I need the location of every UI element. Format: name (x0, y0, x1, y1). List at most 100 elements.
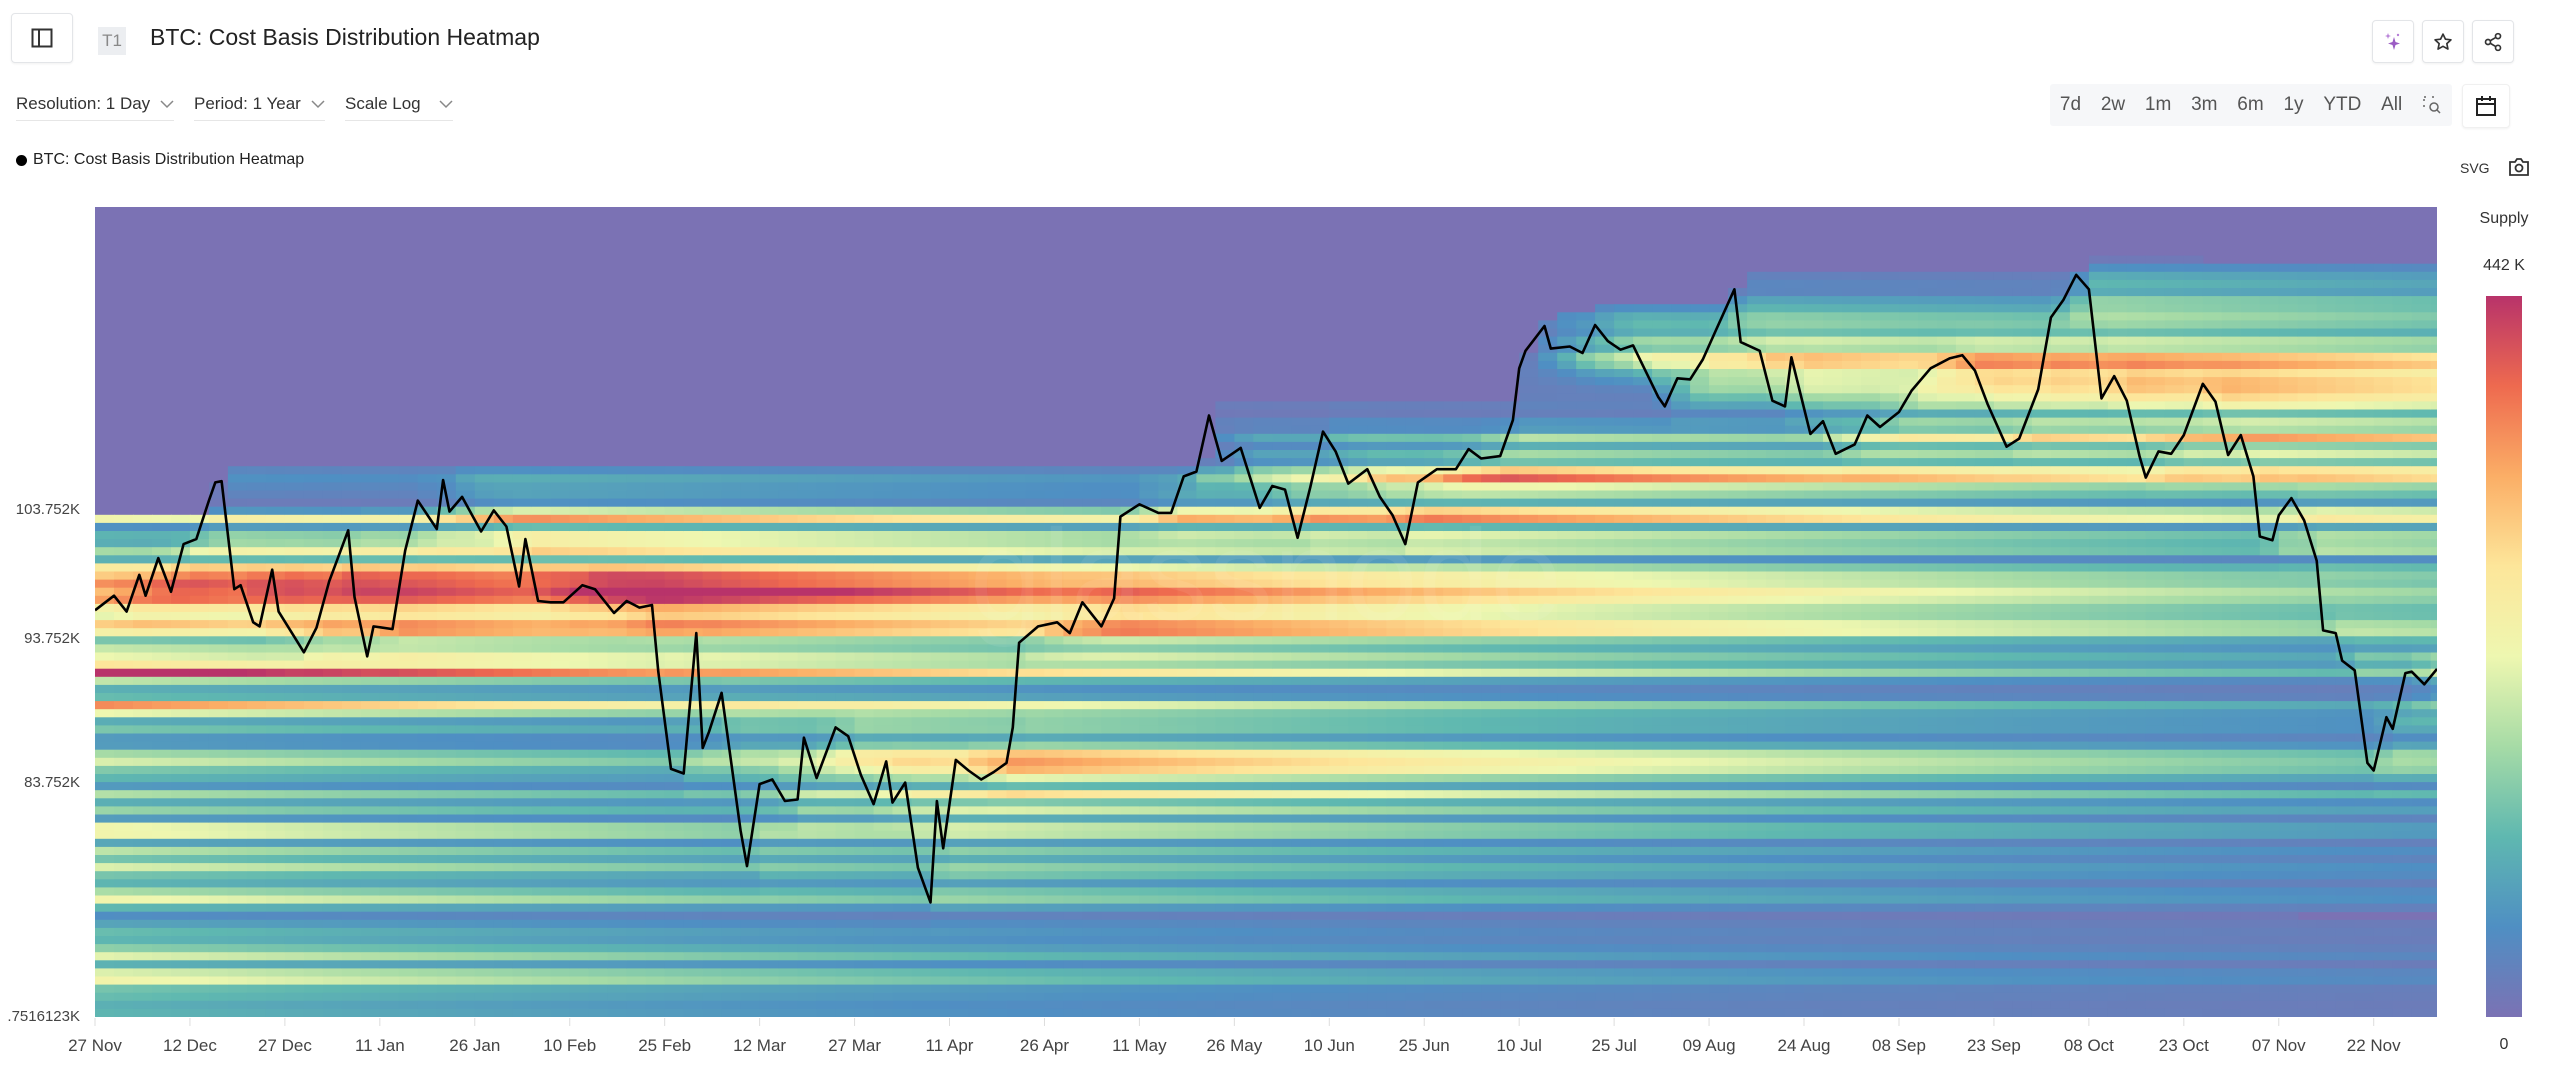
export-svg-button[interactable]: SVG (2460, 160, 2490, 176)
range-7d[interactable]: 7d (2059, 94, 2082, 115)
heatmap-cell (645, 765, 666, 775)
zoom-select-icon[interactable] (2422, 95, 2442, 115)
heatmap-cell (114, 514, 134, 524)
heatmap-cell (968, 514, 989, 524)
heatmap-cell (227, 603, 248, 613)
heatmap-cell (1291, 482, 1311, 491)
heatmap-cell (987, 587, 1008, 597)
heatmap-cell (1215, 749, 1235, 759)
favorite-button[interactable] (2422, 20, 2464, 63)
heatmap-cell (1329, 855, 1349, 864)
range-all[interactable]: All (2381, 94, 2403, 115)
heatmap-cell (835, 936, 856, 945)
heatmap-cell (1424, 774, 1444, 783)
heatmap-cell (1253, 871, 1273, 880)
heatmap-cell (1158, 887, 1178, 896)
heatmap-cell (303, 782, 324, 791)
heatmap-cell (1215, 903, 1235, 913)
heatmap-cell (398, 952, 419, 961)
heatmap-cell (664, 749, 685, 759)
ai-assist-button[interactable] (2372, 20, 2414, 63)
heatmap-cell (1101, 1008, 1121, 1017)
heatmap-cell (531, 1000, 552, 1010)
heatmap-cell (1006, 603, 1027, 613)
heatmap-cell (987, 482, 1008, 491)
heatmap-cell (303, 709, 324, 718)
heatmap-cell (1253, 571, 1273, 580)
heatmap-cell (588, 822, 609, 832)
camera-icon[interactable] (2508, 157, 2530, 177)
heatmap-cell (1120, 612, 1140, 621)
scale-select[interactable]: Scale Log (345, 94, 453, 121)
heatmap-cell (911, 919, 932, 929)
heatmap-cell (417, 717, 438, 726)
heatmap-cell (417, 765, 438, 775)
heatmap-cell (189, 701, 210, 710)
heatmap-cell (1386, 765, 1406, 775)
heatmap-cell (474, 960, 495, 969)
range-1y[interactable]: 1y (2283, 94, 2304, 115)
heatmap-cell (417, 871, 438, 880)
heatmap-cell (683, 919, 704, 929)
heatmap-cell (1025, 482, 1046, 491)
heatmap-cell (1367, 782, 1387, 791)
heatmap-cell (246, 952, 267, 961)
heatmap-cell (569, 725, 590, 734)
range-6m[interactable]: 6m (2237, 94, 2264, 115)
range-1m[interactable]: 1m (2144, 94, 2172, 115)
chart-legend[interactable]: BTC: Cost Basis Distribution Heatmap (16, 151, 304, 169)
period-select[interactable]: Period: 1 Year (194, 94, 325, 121)
heatmap-cell (531, 587, 552, 597)
heatmap-cell (588, 814, 609, 823)
heatmap-cell (303, 863, 324, 872)
heatmap-cell (114, 903, 134, 913)
heatmap-cell (265, 774, 286, 783)
heatmap-cell (246, 846, 267, 856)
heatmap-cell (1025, 498, 1046, 508)
share-button[interactable] (2472, 20, 2514, 63)
sidebar-toggle-button[interactable] (11, 13, 73, 63)
heatmap-cell (873, 879, 894, 888)
heatmap-cell (1120, 514, 1140, 524)
range-2w[interactable]: 2w (2100, 94, 2126, 115)
heatmap-cell (1253, 401, 1273, 410)
heatmap-cell (227, 555, 248, 564)
heatmap-cell (189, 887, 210, 896)
heatmap-cell (531, 684, 552, 694)
heatmap-cell (930, 984, 951, 994)
heatmap-cell (1158, 765, 1178, 775)
heatmap-cell (949, 709, 970, 718)
resolution-select[interactable]: Resolution: 1 Day (16, 94, 175, 121)
heatmap-cell (816, 514, 837, 524)
heatmap-cell (854, 944, 875, 953)
heatmap-cell (1177, 595, 1197, 605)
heatmap-cell (1025, 814, 1046, 823)
heatmap-cell (797, 644, 818, 653)
heatmap-cell (645, 660, 666, 670)
heatmap-cell (1386, 425, 1406, 435)
heatmap-cell (171, 652, 191, 661)
heatmap-cell (1405, 555, 1425, 564)
heatmap-cell (379, 903, 400, 913)
range-ytd[interactable]: YTD (2323, 94, 2362, 115)
range-3m[interactable]: 3m (2191, 94, 2218, 115)
heatmap-cell (816, 1008, 837, 1017)
heatmap-cell (930, 725, 951, 734)
heatmap-cell (930, 531, 951, 540)
heatmap-cell (1405, 425, 1425, 435)
date-picker-button[interactable] (2462, 84, 2510, 128)
heatmap-cell (1310, 644, 1330, 653)
heatmap-cell (284, 838, 305, 848)
heatmap-cell (379, 579, 400, 589)
heatmap-cell (892, 628, 913, 637)
heatmap-cell (246, 644, 267, 653)
heatmap-cell (417, 911, 438, 921)
heatmap-cell (1405, 846, 1425, 856)
heatmap-cell (133, 522, 153, 532)
heatmap-cell (968, 1000, 989, 1010)
heatmap-cell (455, 725, 476, 734)
heatmap-cell (1082, 855, 1102, 864)
heatmap-cell (171, 531, 191, 540)
heatmap-cell (1443, 806, 1463, 815)
